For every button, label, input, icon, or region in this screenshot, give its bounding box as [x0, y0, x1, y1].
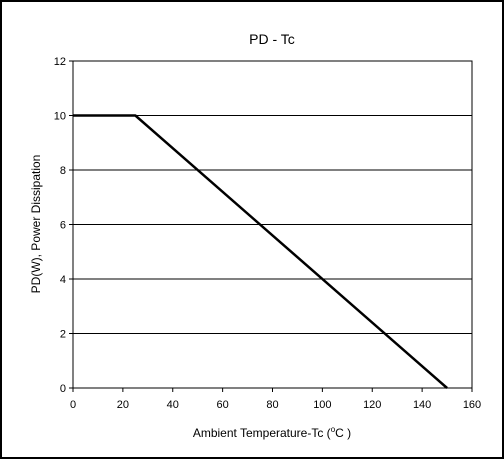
x-axis-title-superscript: o	[331, 425, 336, 434]
x-axis-title-main: Ambient Temperature-Tc (	[193, 426, 331, 440]
x-tick-label-2: 40	[167, 399, 179, 411]
x-tick-label-1: 20	[117, 399, 129, 411]
y-tick-label-2: 4	[60, 274, 66, 286]
x-tick-label-0: 0	[70, 399, 76, 411]
series-layer	[73, 114, 448, 389]
series-line-0	[73, 114, 448, 389]
y-axis-title: PD(W), Power Dissipation	[29, 155, 43, 294]
gridlines	[73, 115, 472, 334]
y-tick-label-1: 2	[60, 329, 66, 341]
y-tick-label-6: 12	[54, 56, 66, 68]
y-tick-label-4: 8	[60, 165, 66, 177]
x-tick-label-7: 140	[413, 399, 431, 411]
y-tick-label-0: 0	[60, 383, 66, 395]
y-axis-ticks: 0 2 4 6 8 10 12	[54, 56, 73, 395]
x-axis-title: Ambient Temperature-Tc (oC )	[193, 425, 351, 440]
y-tick-label-5: 10	[54, 111, 66, 123]
x-tick-label-3: 60	[217, 399, 229, 411]
x-tick-label-8: 160	[463, 399, 481, 411]
chart-title: PD - Tc	[249, 31, 295, 47]
x-axis-ticks: 0 20 40 60 80 100 120 140 160	[70, 388, 481, 411]
x-axis-title-unit: C )	[335, 426, 351, 440]
x-tick-label-4: 80	[266, 399, 278, 411]
x-tick-label-6: 120	[363, 399, 381, 411]
y-tick-label-3: 6	[60, 220, 66, 232]
x-tick-label-5: 100	[313, 399, 331, 411]
